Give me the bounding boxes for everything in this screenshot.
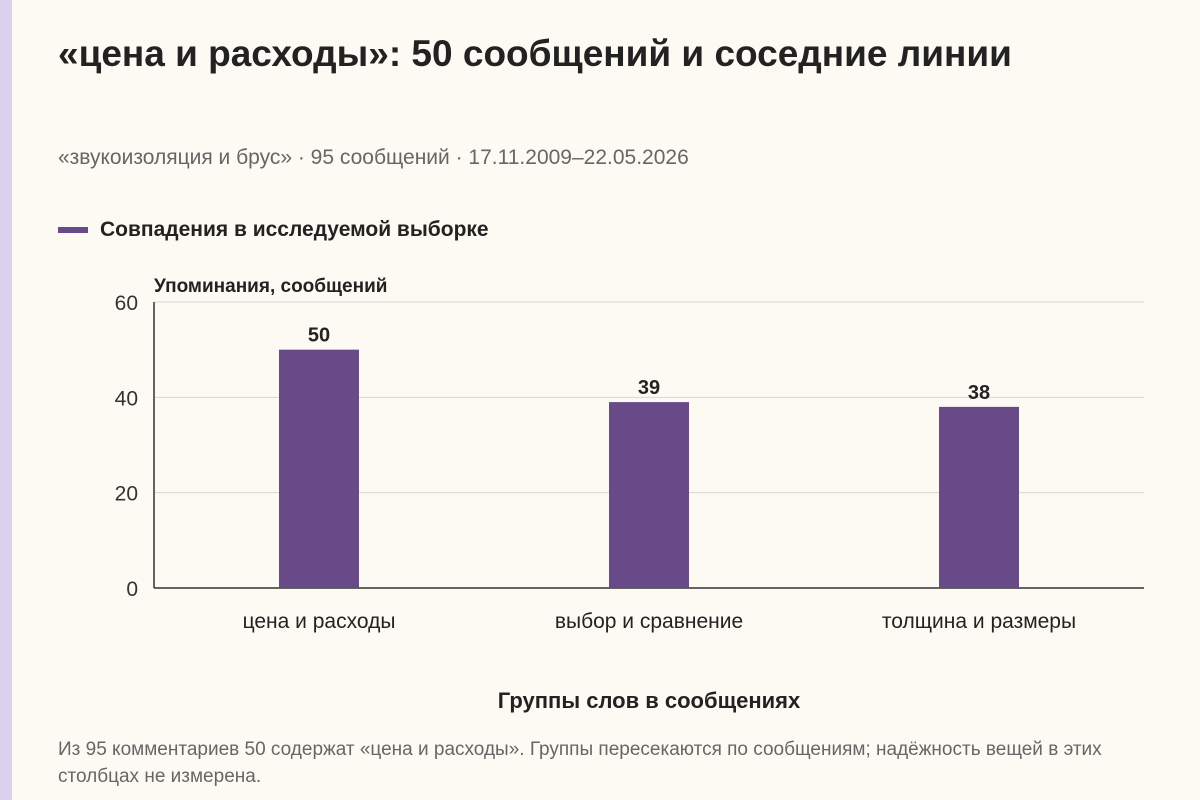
chart-title: «цена и расходы»: 50 сообщений и соседни… bbox=[58, 33, 1012, 74]
y-tick-label: 40 bbox=[115, 387, 138, 410]
data-label: 38 bbox=[968, 382, 990, 404]
bar bbox=[609, 402, 689, 588]
accent-strip bbox=[0, 0, 12, 800]
bar bbox=[279, 349, 359, 588]
legend-label: Совпадения в исследуемой выборке bbox=[100, 218, 489, 241]
y-axis-title: Упоминания, сообщений bbox=[154, 276, 387, 297]
data-label: 50 bbox=[308, 325, 330, 347]
legend-swatch bbox=[58, 227, 88, 233]
label-layer: 0 20 40 60 50 цена и расходы 39 выбор и сравнен… bbox=[115, 292, 1076, 633]
footnote: Из 95 комментариев 50 содержат «цена и р… bbox=[58, 739, 1102, 787]
x-tick-label: выбор и сравнение bbox=[555, 610, 743, 633]
y-tick-label: 0 bbox=[126, 578, 138, 601]
bar-layer bbox=[279, 349, 1019, 588]
x-axis-title: Группы слов в сообщениях bbox=[498, 688, 801, 713]
y-tick-label: 20 bbox=[115, 483, 138, 506]
data-label: 39 bbox=[638, 377, 660, 399]
y-tick-label: 60 bbox=[115, 292, 138, 315]
x-tick-label: цена и расходы bbox=[243, 610, 396, 633]
chart-subtitle: «звукоизоляция и брус» · 95 сообщений · … bbox=[58, 146, 689, 169]
bar bbox=[939, 406, 1019, 588]
legend: Совпадения в исследуемой выборке bbox=[58, 218, 489, 242]
x-tick-label: толщина и размеры bbox=[882, 610, 1076, 633]
